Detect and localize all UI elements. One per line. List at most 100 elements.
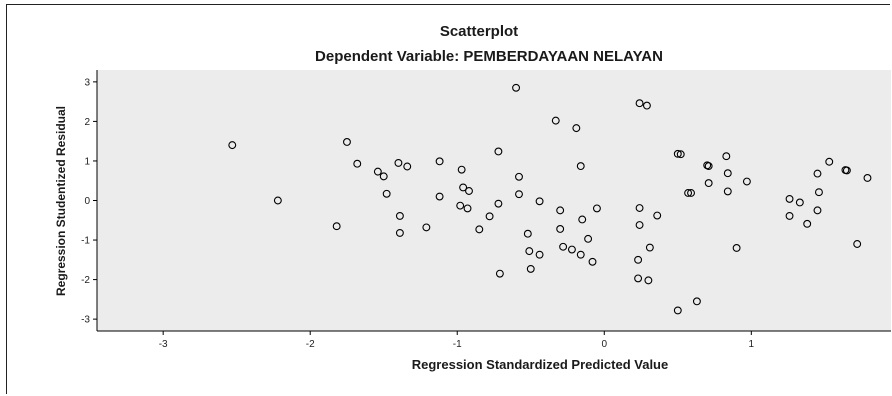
scatter-point [795,198,804,207]
scatter-point [803,219,812,228]
x-tick-label: -2 [306,339,315,350]
scatter-point [842,166,851,175]
scatter-point [825,157,834,166]
scatter-point [535,197,544,206]
scatter-point [684,189,693,197]
scatter-point [642,101,651,110]
chart-title: Scatterplot [440,23,518,40]
scatter-point [495,269,504,278]
scatter-point [635,221,644,229]
y-tick-label: 2 [84,117,90,128]
scatter-point [813,206,822,215]
x-axis-label: Regression Standardized Predicted Value [412,357,668,372]
scatter-point [526,264,535,273]
scatter-point [353,159,362,168]
scatter-point [815,188,823,197]
scatter-point [644,276,653,285]
scatter-point [395,211,404,220]
scatter-point [785,194,794,203]
scatter-point [813,169,822,178]
scatter-point [567,245,576,254]
scatter-point [742,177,751,186]
scatter-point [435,192,444,201]
scatter-point [645,243,654,252]
scatter-point [273,196,282,205]
x-tick-label: -1 [453,339,462,350]
scatter-point [535,250,544,259]
scatter-point [673,306,682,315]
plot-area [97,70,891,331]
chart-frame: Scatterplot Dependent Variable: PEMBERDA… [6,4,891,394]
scatter-point [394,158,403,167]
scatter-point [379,172,388,181]
scatter-point [373,167,382,176]
scatter-point [332,222,341,231]
scatter-point [653,211,662,220]
scatter-point [556,206,565,215]
scatter-point [228,141,237,150]
scatter-point [382,189,391,198]
scatter-point [494,199,503,208]
scatter-point [456,201,465,210]
y-tick-label: -3 [81,315,90,326]
x-tick-label: -3 [159,339,168,350]
data-points [228,83,872,315]
scatter-point [551,116,560,125]
scatter-point [785,211,794,220]
chart-subtitle: Dependent Variable: PEMBERDAYAAN NELAYAN [315,48,663,65]
scatter-point [673,149,682,158]
scatter-point [572,124,581,133]
scatter-point [634,255,643,264]
scatter-point [463,204,472,213]
scatter-point [853,240,862,248]
scatter-point [588,257,597,266]
y-tick-label: 1 [84,156,90,167]
scatter-point [578,215,587,224]
scatter-point [704,179,713,188]
y-axis-ticks: -3 -2 -1 0 1 2 3 [81,77,97,326]
x-axis-ticks: -3 -2 -1 0 1 [159,331,755,350]
scatter-point [494,147,503,156]
scatter-point [704,162,713,171]
scatter-point [723,169,732,178]
scatter-point [475,225,484,234]
scatter-point [635,204,644,212]
scatterplot-chart: Scatterplot Dependent Variable: PEMBERDA… [54,23,891,372]
scatter-point [485,212,494,221]
scatter-point [422,223,431,232]
scatter-point [395,228,404,237]
scatter-point [722,152,731,161]
scatter-point [459,183,468,192]
y-tick-label: 0 [84,196,90,207]
scatter-point [584,234,593,243]
scatter-point [457,165,466,174]
scatter-point [676,150,685,159]
scatter-point [525,247,534,256]
scatter-point [523,229,532,238]
scatter-point [512,83,521,92]
scatter-point [576,162,585,171]
scatter-point [692,297,701,306]
scatter-point [556,225,565,233]
scatter-point [559,242,568,251]
y-axis-label: Regression Studentized Residual [54,106,68,296]
scatter-point [635,99,644,108]
scatter-point [515,172,523,181]
y-tick-label: -1 [81,236,90,247]
scatter-point [634,274,643,283]
y-tick-label: 3 [84,77,90,88]
scatter-point [863,174,872,182]
scatter-point [343,138,351,146]
scatter-point [687,189,695,197]
x-tick-label: 1 [749,339,755,350]
y-tick-label: -2 [81,275,90,286]
scatter-point [403,162,412,171]
scatter-point [723,187,732,196]
scatter-point [435,157,444,166]
scatter-point [576,250,585,259]
x-tick-label: 0 [601,339,607,350]
scatter-point [592,204,601,213]
scatter-point [732,244,741,252]
scatter-point [515,190,523,199]
scatter-point [465,187,473,195]
